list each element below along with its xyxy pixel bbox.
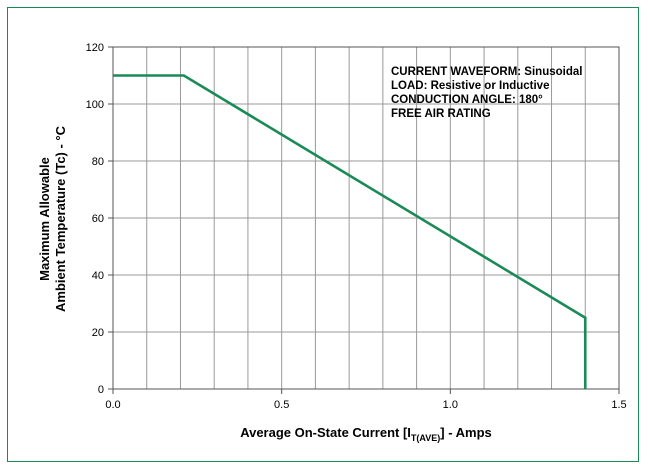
y-tick-label: 60 xyxy=(92,213,104,225)
annotation-line-2: LOAD: Resistive or Inductive xyxy=(391,80,549,92)
x-axis-title-sub: T(AVE) xyxy=(411,433,440,443)
y-tick-label: 0 xyxy=(98,384,104,396)
annotation-line-4: FREE AIR RATING xyxy=(391,108,491,120)
y-axis-title-line-1: Maximum Allowable xyxy=(37,157,52,281)
x-axis-title: Average On-State Current [IT(AVE)] - Amp… xyxy=(240,425,492,443)
annotation-line-1: CURRENT WAVEFORM: Sinusoidal xyxy=(391,66,582,78)
x-axis-title-main: Average On-State Current [I xyxy=(240,425,411,440)
y-tick-label: 100 xyxy=(86,99,104,111)
chart-frame xyxy=(7,7,639,462)
x-tick-label: 1.5 xyxy=(611,399,626,411)
x-tick-label: 1.0 xyxy=(443,399,458,411)
y-axis-title: Maximum Allowable Ambient Temperature (T… xyxy=(37,125,68,312)
series-line xyxy=(113,74,587,389)
series xyxy=(113,74,587,389)
y-tick-label: 120 xyxy=(86,42,104,54)
y-tick-label: 20 xyxy=(92,327,104,339)
y-tick-label: 80 xyxy=(92,156,104,168)
x-axis-title-tail: ] - Amps xyxy=(440,425,492,440)
x-tick-label: 0.5 xyxy=(274,399,289,411)
y-axis-title-line-2: Ambient Temperature (Tc) - °C xyxy=(53,125,68,312)
y-tick-label: 40 xyxy=(92,270,104,282)
annotation-line-3: CONDUCTION ANGLE: 180° xyxy=(391,94,543,106)
annotation-box: CURRENT WAVEFORM: Sinusoidal LOAD: Resis… xyxy=(391,66,582,120)
grid xyxy=(113,47,619,389)
tick-labels: 0.0 0.5 1.0 1.5 0 20 40 60 80 100 120 xyxy=(86,42,627,411)
x-tick-label: 0.0 xyxy=(105,399,120,411)
